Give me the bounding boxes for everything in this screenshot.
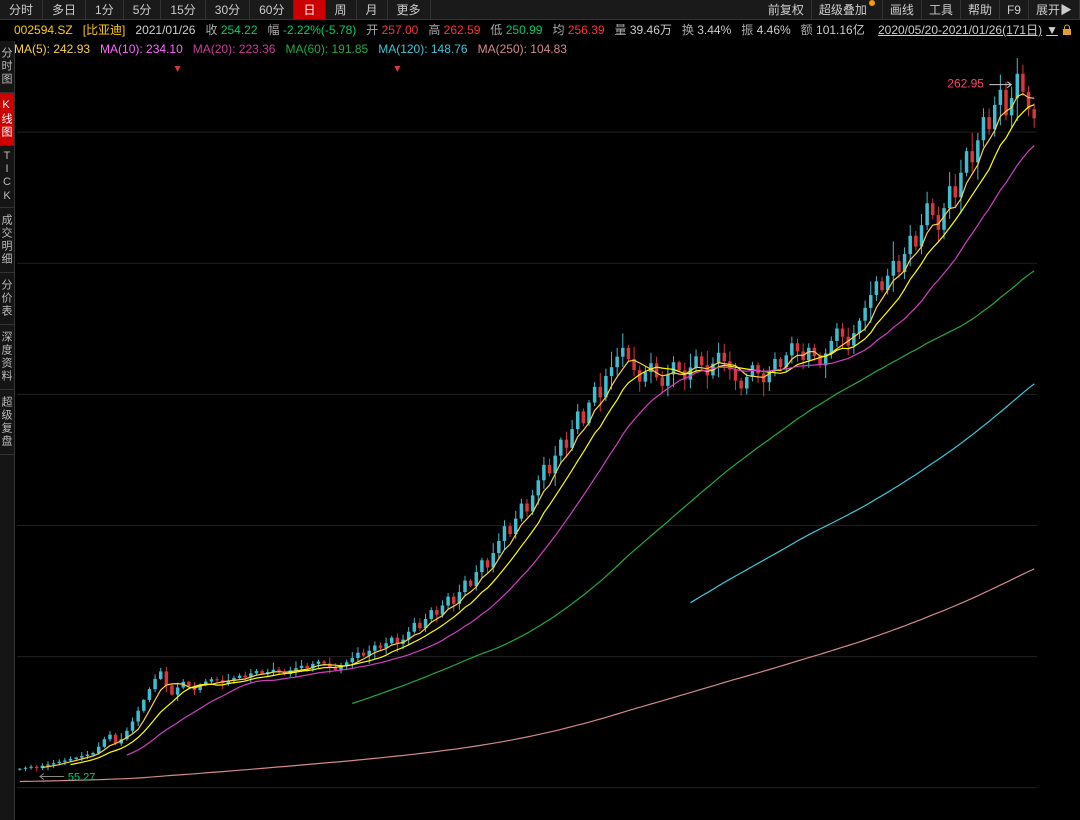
ma-legend-item: MA(20): 223.36: [193, 40, 276, 58]
close-value: 254.22: [221, 23, 258, 37]
sidebar-item-分价表[interactable]: 分价表: [0, 273, 14, 325]
timeframe-5分[interactable]: 5分: [124, 0, 162, 19]
quote-date: 2021/01/26: [135, 20, 195, 40]
candlestick-chart: 50 90 130 170 210 250 262.95 55.27: [15, 58, 1080, 818]
tool-帮助[interactable]: 帮助: [961, 0, 1000, 19]
timeframe-更多[interactable]: 更多: [388, 0, 431, 19]
change-value: -2.22%(-5.78): [283, 23, 356, 37]
stock-code: 002594.SZ: [14, 20, 73, 40]
toolbar-left: 分时多日1分5分15分30分60分日周月更多: [0, 0, 431, 19]
tool-工具[interactable]: 工具: [922, 0, 961, 19]
timeframe-分时[interactable]: 分时: [0, 0, 43, 19]
tool-画线[interactable]: 画线: [883, 0, 922, 19]
vol-value: 39.46万: [630, 23, 672, 37]
ma-legend-item: MA(120): 148.76: [378, 40, 467, 58]
sidebar-item-K线图[interactable]: K线图: [0, 93, 14, 146]
timeframe-日[interactable]: 日: [294, 0, 325, 19]
high-value: 262.59: [444, 23, 481, 37]
tool-超级叠加[interactable]: 超级叠加: [812, 0, 883, 19]
svg-text:130: 130: [1043, 519, 1063, 533]
sidebar-item-深度资料[interactable]: 深度资料: [0, 325, 14, 390]
timeframe-toolbar: 分时多日1分5分15分30分60分日周月更多 前复权超级叠加画线工具帮助F9展开…: [0, 0, 1080, 20]
amp-value: 4.46%: [757, 23, 791, 37]
sidebar-item-超级复盘[interactable]: 超级复盘: [0, 390, 14, 455]
svg-text:262.95: 262.95: [947, 77, 984, 91]
low-value: 250.99: [506, 23, 543, 37]
ma-legend-item: MA(10): 234.10: [100, 40, 183, 58]
timeframe-1分[interactable]: 1分: [86, 0, 124, 19]
sidebar-item-成交明细[interactable]: 成交明细: [0, 208, 14, 273]
svg-text:210: 210: [1043, 256, 1063, 270]
timeframe-多日[interactable]: 多日: [43, 0, 86, 19]
chart-area[interactable]: 50 90 130 170 210 250 262.95 55.27: [15, 58, 1080, 817]
svg-text:50: 50: [1043, 781, 1057, 795]
ma-legend-item: MA(250): 104.83: [478, 40, 567, 58]
timeframe-60分[interactable]: 60分: [250, 0, 294, 19]
svg-text:170: 170: [1043, 387, 1063, 401]
sidebar-item-TICK[interactable]: TICK: [0, 146, 14, 208]
svg-text:90: 90: [1043, 650, 1057, 664]
timeframe-30分[interactable]: 30分: [206, 0, 250, 19]
svg-text:55.27: 55.27: [68, 771, 96, 783]
tool-F9[interactable]: F9: [1000, 0, 1029, 19]
ma-legend: MA(5): 242.93 MA(10): 234.10 MA(20): 223.3…: [0, 40, 1080, 58]
lock-icon: [1062, 24, 1072, 36]
stock-name: [比亚迪]: [83, 20, 126, 40]
ma-legend-item: MA(60): 191.85: [285, 40, 368, 58]
left-sidebar: 分时图K线图TICK成交明细分价表深度资料超级复盘: [0, 41, 15, 820]
candles: [18, 58, 1036, 771]
toolbar-right: 前复权超级叠加画线工具帮助F9展开▶: [761, 0, 1080, 19]
svg-text:250: 250: [1043, 125, 1063, 139]
timeframe-15分[interactable]: 15分: [161, 0, 205, 19]
open-value: 257.00: [382, 23, 419, 37]
tool-展开▶[interactable]: 展开▶: [1029, 0, 1080, 19]
amt-value: 101.16亿: [816, 23, 865, 37]
tool-前复权[interactable]: 前复权: [761, 0, 812, 19]
timeframe-周[interactable]: 周: [326, 0, 357, 19]
avg-value: 256.39: [568, 23, 605, 37]
sidebar-item-分时图[interactable]: 分时图: [0, 41, 14, 93]
chevron-down-icon: ▼: [1046, 20, 1058, 40]
timeframe-月[interactable]: 月: [357, 0, 388, 19]
turn-value: 3.44%: [697, 23, 731, 37]
quote-info-line: 002594.SZ [比亚迪] 2021/01/26 收 254.22 幅 -2…: [0, 20, 1080, 40]
ma-legend-item: MA(5): 242.93: [14, 40, 90, 58]
date-range[interactable]: 2020/05/20-2021/01/26(171日) ▼: [878, 20, 1072, 40]
